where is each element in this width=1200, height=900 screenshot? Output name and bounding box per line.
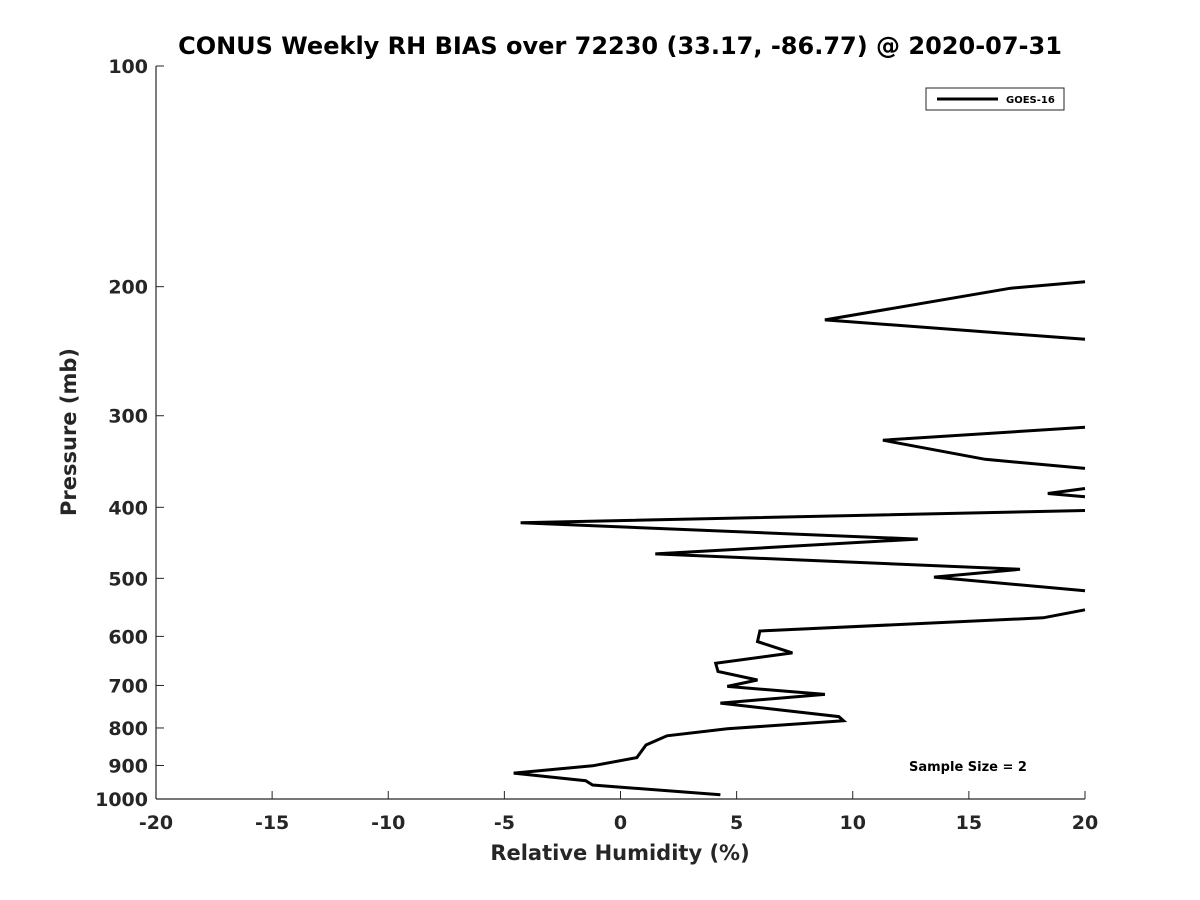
series-line-goes-16 bbox=[824, 280, 1086, 341]
x-ticks: -20 -15 -10 -5 0 5 10 15 20 bbox=[139, 791, 1098, 834]
y-tick-label: 900 bbox=[108, 755, 148, 777]
x-tick-label: -20 bbox=[139, 812, 173, 834]
series-layer bbox=[513, 280, 1086, 797]
x-tick-label: -5 bbox=[494, 812, 515, 834]
x-tick-label: 5 bbox=[730, 812, 743, 834]
series-line-goes-16 bbox=[513, 608, 1086, 797]
y-tick-label: 100 bbox=[108, 56, 148, 78]
x-tick-label: -10 bbox=[371, 812, 405, 834]
y-tick-label: 500 bbox=[108, 568, 148, 590]
x-tick-label: 20 bbox=[1072, 812, 1098, 834]
y-tick-label: 600 bbox=[108, 626, 148, 648]
y-axis-label: Pressure (mb) bbox=[57, 348, 81, 516]
plot-axes bbox=[155, 66, 1085, 800]
chart-title: CONUS Weekly RH BIAS over 72230 (33.17, … bbox=[178, 32, 1062, 60]
x-tick-label: 0 bbox=[614, 812, 627, 834]
x-tick-label: 15 bbox=[956, 812, 982, 834]
y-tick-label: 700 bbox=[108, 675, 148, 697]
x-tick-label: -15 bbox=[255, 812, 289, 834]
sample-size-annotation: Sample Size = 2 bbox=[909, 760, 1027, 775]
y-tick-label: 1000 bbox=[95, 789, 148, 811]
series-line-goes-16 bbox=[1047, 487, 1086, 499]
y-tick-label: 300 bbox=[108, 406, 148, 428]
legend-entry-goes-16: GOES-16 bbox=[1006, 95, 1055, 106]
x-axis-label: Relative Humidity (%) bbox=[490, 841, 749, 865]
series-line-goes-16 bbox=[882, 425, 1086, 470]
x-tick-label: 10 bbox=[840, 812, 866, 834]
y-tick-label: 800 bbox=[108, 718, 148, 740]
y-ticks: 100 200 300 400 500 600 700 800 900 1000 bbox=[95, 56, 164, 811]
y-tick-label: 400 bbox=[108, 497, 148, 519]
series-line-goes-16 bbox=[520, 509, 1086, 593]
y-tick-label: 200 bbox=[108, 277, 148, 299]
legend: GOES-16 bbox=[925, 87, 1065, 111]
